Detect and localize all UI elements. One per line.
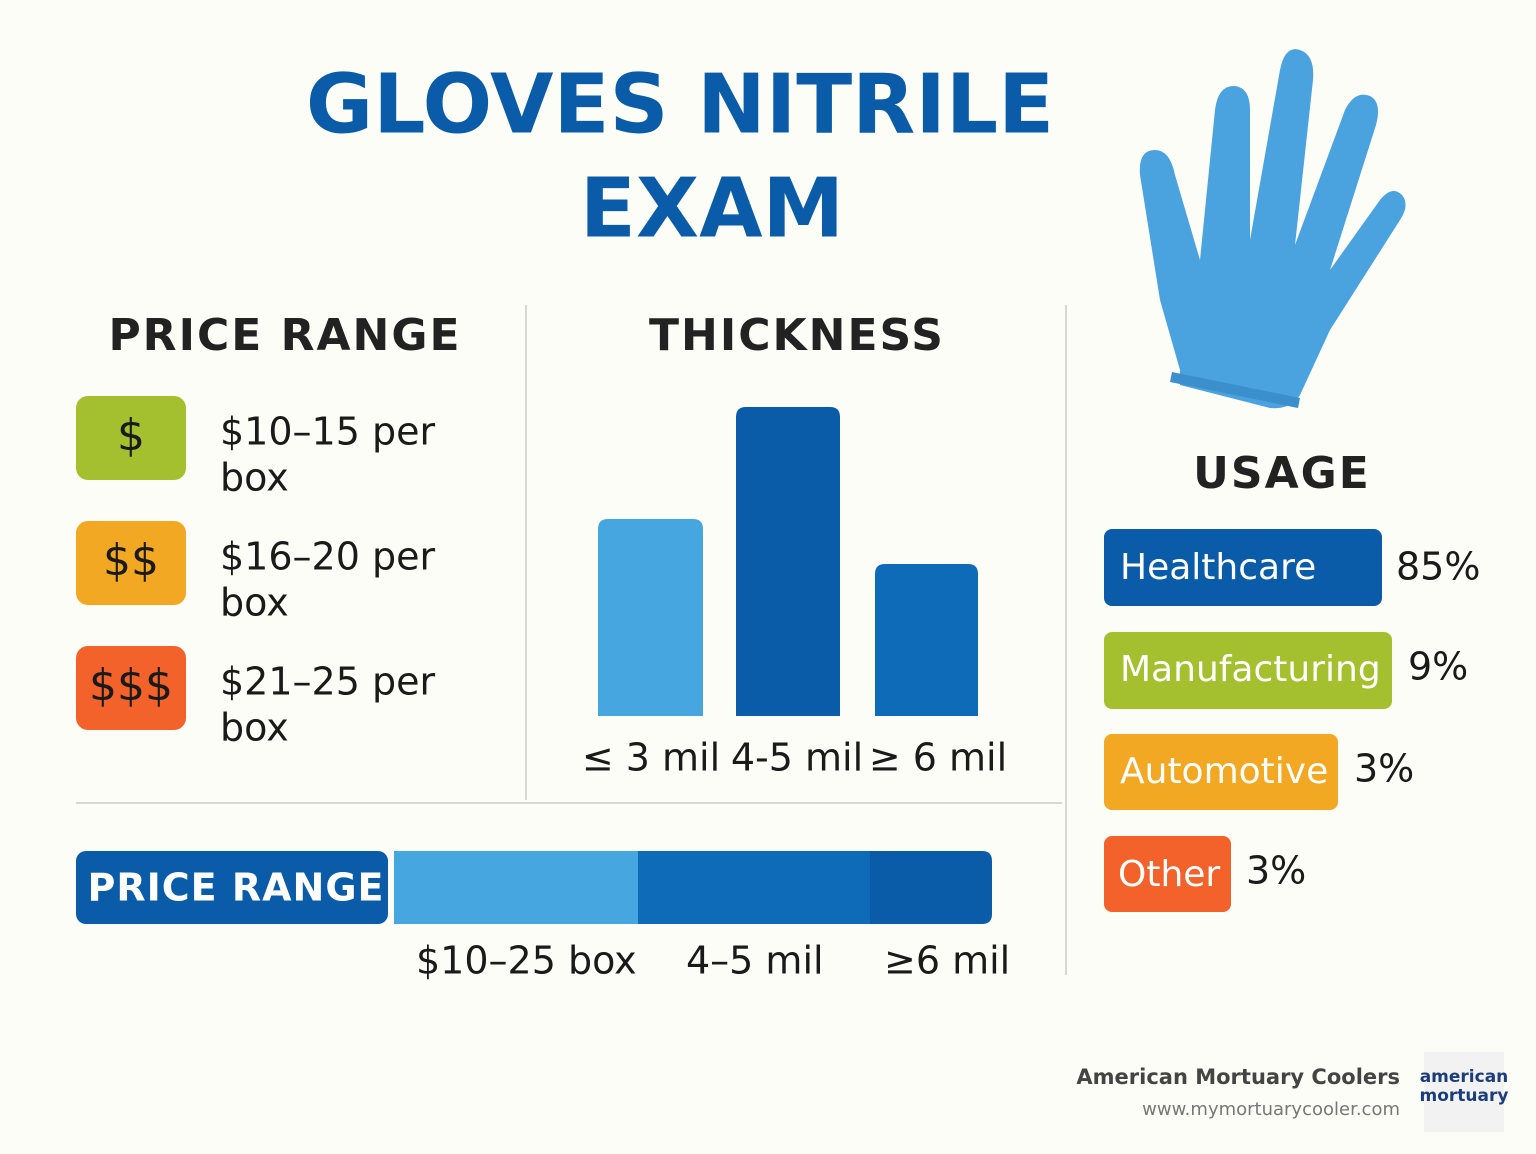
price-item: $$ $16–20 per box xyxy=(76,521,435,625)
logo xyxy=(1424,1052,1504,1132)
summary-heading-bar xyxy=(76,851,388,924)
thickness-bar xyxy=(736,407,840,716)
glove-icon xyxy=(1139,49,1406,409)
usage-percent: 85% xyxy=(1396,545,1480,589)
footer-company: American Mortuary Coolers xyxy=(1076,1065,1400,1089)
price-symbol: $$$ xyxy=(89,660,173,711)
footer-url: www.mymortuarycooler.com xyxy=(1142,1099,1400,1120)
section-heading: PRICE RANGE xyxy=(108,310,461,361)
summary-heading: PRICE RANGE xyxy=(88,866,385,910)
price-badge xyxy=(76,521,186,605)
usage-name: Automotive xyxy=(1120,751,1328,792)
price-badge xyxy=(76,396,186,480)
section-heading: THICKNESS xyxy=(649,310,945,361)
thickness-label: ≥ 6 mil xyxy=(869,736,1007,780)
price-badge xyxy=(76,646,186,730)
usage-percent: 3% xyxy=(1354,747,1414,791)
title: GLOVES NITRILE xyxy=(306,57,1054,152)
summary-label: ≥6 mil xyxy=(884,939,1010,983)
price-label: $21–25 per xyxy=(220,660,435,704)
usage-bar xyxy=(1104,529,1382,606)
usage-bar xyxy=(1104,836,1231,912)
usage-name: Healthcare xyxy=(1120,547,1316,588)
price-symbol: $$ xyxy=(103,535,159,586)
section-heading: USAGE xyxy=(1193,448,1371,499)
usage-bar xyxy=(1104,632,1392,709)
price-label: box xyxy=(220,456,289,500)
price-item: $$$ $21–25 per box xyxy=(76,646,435,750)
price-label: box xyxy=(220,706,289,750)
usage-percent: 9% xyxy=(1408,645,1468,689)
thickness-label: ≤ 3 mil xyxy=(582,736,720,780)
summary-segment xyxy=(870,851,992,924)
summary-segment xyxy=(638,851,870,924)
usage-name: Manufacturing xyxy=(1120,649,1381,690)
title: EXAM xyxy=(580,161,844,256)
price-label: $16–20 per xyxy=(220,535,435,579)
summary-label: $10–25 box xyxy=(416,939,637,983)
price-item: $ $10–15 per box xyxy=(76,396,435,500)
thickness-bar xyxy=(598,519,703,716)
logo-text: american xyxy=(1420,1067,1509,1087)
summary-label: 4–5 mil xyxy=(686,939,824,983)
thickness-bar xyxy=(875,564,978,716)
logo-text: mortuary xyxy=(1420,1086,1509,1106)
price-symbol: $ xyxy=(117,410,145,461)
price-label: $10–15 per xyxy=(220,410,435,454)
usage-bar xyxy=(1104,734,1338,810)
summary-segment xyxy=(394,851,638,924)
price-label: box xyxy=(220,581,289,625)
thickness-label: 4-5 mil xyxy=(731,736,863,780)
usage-percent: 3% xyxy=(1246,849,1306,893)
usage-name: Other xyxy=(1118,854,1220,895)
